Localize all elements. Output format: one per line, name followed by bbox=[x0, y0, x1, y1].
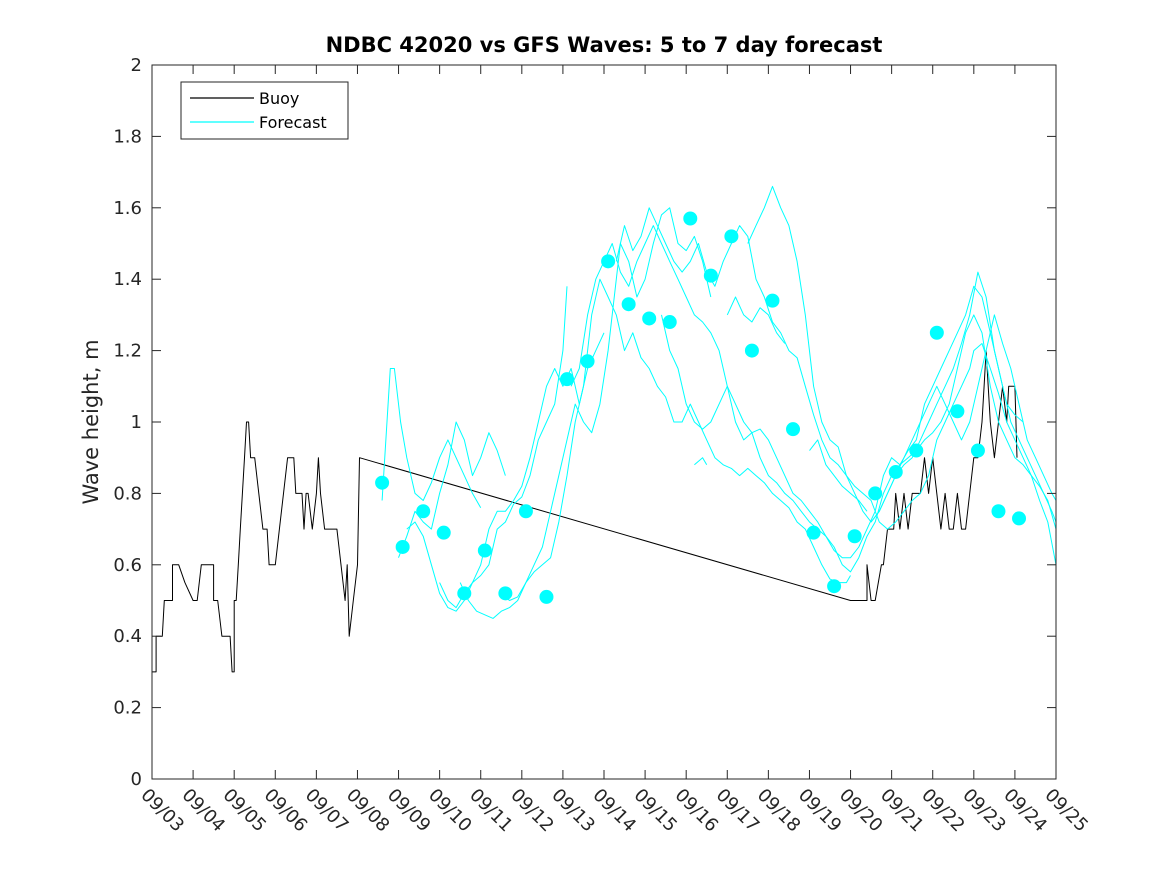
y-tick-label: 1.4 bbox=[113, 269, 142, 290]
forecast-series-line bbox=[459, 207, 712, 619]
forecast-point bbox=[601, 254, 616, 269]
forecast-series-line bbox=[406, 286, 568, 612]
legend: Buoy Forecast bbox=[180, 81, 349, 140]
y-tick-label: 0.2 bbox=[113, 698, 142, 719]
y-tick-label: 1.2 bbox=[113, 341, 142, 362]
buoy-series-line bbox=[152, 350, 1018, 673]
y-tick-label: 1.6 bbox=[113, 198, 142, 219]
forecast-series-line bbox=[500, 278, 851, 601]
forecast-series-line bbox=[747, 185, 1057, 576]
forecast-series-line bbox=[381, 368, 482, 508]
forecast-point bbox=[888, 464, 903, 479]
forecast-markers bbox=[375, 211, 1027, 604]
forecast-series-line bbox=[570, 225, 1024, 559]
y-axis-label: Wave height, m bbox=[79, 339, 103, 504]
forecast-point bbox=[909, 443, 924, 458]
forecast-point bbox=[416, 504, 431, 519]
forecast-point bbox=[642, 311, 657, 326]
forecast-series-line bbox=[661, 314, 1057, 573]
y-axis-ticks: 0 0.2 0.4 0.6 0.8 1 1.2 1.4 1.6 1.8 2 bbox=[113, 55, 1056, 790]
forecast-point bbox=[929, 325, 944, 340]
forecast-series-line bbox=[809, 439, 868, 512]
y-tick-label: 0.4 bbox=[113, 626, 142, 647]
forecast-point bbox=[560, 372, 575, 387]
forecast-point bbox=[477, 543, 492, 558]
forecast-point bbox=[395, 539, 410, 554]
y-tick-label: 0 bbox=[131, 769, 142, 790]
forecast-point bbox=[1012, 511, 1027, 526]
forecast-point bbox=[827, 579, 842, 594]
y-tick-label: 1.8 bbox=[113, 126, 142, 147]
y-tick-label: 2 bbox=[131, 55, 142, 76]
forecast-point bbox=[621, 297, 636, 312]
forecast-point bbox=[991, 504, 1006, 519]
legend-buoy-label: Buoy bbox=[259, 89, 299, 108]
y-tick-label: 0.6 bbox=[113, 555, 142, 576]
forecast-point bbox=[457, 586, 472, 601]
y-tick-label: 0.8 bbox=[113, 483, 142, 504]
forecast-point bbox=[498, 586, 513, 601]
forecast-point bbox=[375, 475, 390, 490]
forecast-point bbox=[950, 404, 965, 419]
forecast-point bbox=[436, 525, 451, 540]
forecast-point bbox=[786, 422, 801, 437]
forecast-point bbox=[683, 211, 698, 226]
forecast-point bbox=[847, 529, 862, 544]
forecast-point bbox=[744, 343, 759, 358]
forecast-point bbox=[765, 293, 780, 308]
forecast-point bbox=[806, 525, 821, 540]
legend-forecast-label: Forecast bbox=[259, 113, 327, 132]
forecast-series-line bbox=[615, 207, 1057, 523]
forecast-point bbox=[518, 504, 533, 519]
forecast-point bbox=[868, 486, 883, 501]
forecast-series-line bbox=[694, 457, 708, 466]
forecast-point bbox=[970, 443, 985, 458]
forecast-point bbox=[703, 268, 718, 283]
forecast-series-line bbox=[726, 296, 786, 344]
forecast-point bbox=[724, 229, 739, 244]
y-tick-label: 1 bbox=[131, 412, 142, 433]
legend-box bbox=[180, 81, 349, 140]
forecast-series-line bbox=[398, 421, 506, 558]
forecast-point bbox=[662, 315, 677, 330]
plot-area bbox=[152, 65, 1056, 779]
forecast-point bbox=[580, 354, 595, 369]
forecast-series-line bbox=[870, 314, 1057, 523]
forecast-point bbox=[539, 589, 554, 604]
chart-title: NDBC 42020 vs GFS Waves: 5 to 7 day fore… bbox=[326, 33, 883, 57]
